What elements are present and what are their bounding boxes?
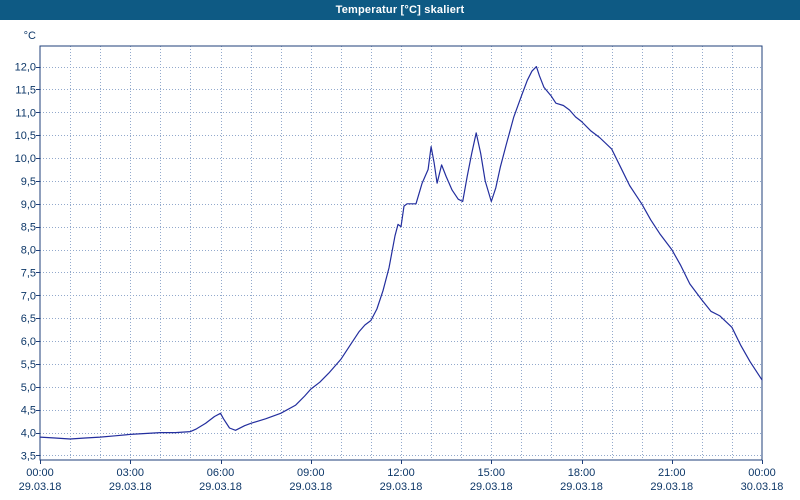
x-tick-date-label: 30.03.18 [741, 481, 784, 493]
x-tick-time-label: 15:00 [477, 467, 505, 479]
x-tick-date-label: 29.03.18 [470, 481, 513, 493]
y-tick-label: 11,5 [15, 84, 36, 96]
y-tick-label: 12,0 [15, 62, 36, 74]
temperature-line-chart: °C 3,5 4,0 4,5 5,0 5,5 6,0 6,5 7,0 7,5 8,0 8,5 9,0 9,… [15, 30, 784, 493]
y-tick-label: 7,0 [21, 290, 36, 302]
y-axis-unit-label: °C [24, 30, 36, 42]
y-tick-label: 7,5 [21, 267, 36, 279]
x-tick-date-label: 29.03.18 [289, 481, 332, 493]
x-tick-time-label: 21:00 [658, 467, 686, 479]
x-tick-time-label: 12:00 [387, 467, 415, 479]
chart-area: °C 3,5 4,0 4,5 5,0 5,5 6,0 6,5 7,0 7,5 8,0 8,5 9,0 9,… [0, 20, 800, 500]
y-tick-label: 4,5 [21, 405, 36, 417]
x-tick-date-label: 29.03.18 [109, 481, 152, 493]
x-tick-date-label: 29.03.18 [650, 481, 693, 493]
x-tick-date-label: 29.03.18 [380, 481, 423, 493]
title-bar: Temperatur [°C] skaliert [0, 0, 800, 20]
x-tick-time-label: 03:00 [116, 467, 144, 479]
series-line [39, 65, 763, 440]
y-tick-label: 8,0 [21, 245, 36, 257]
x-tick-time-label: 18:00 [568, 467, 596, 479]
y-tick-label: 4,0 [21, 428, 36, 440]
x-tick-date-label: 29.03.18 [560, 481, 603, 493]
y-tick-label: 6,5 [21, 313, 36, 325]
y-tick-label: 5,5 [21, 359, 36, 371]
y-tick-label: 9,0 [21, 199, 36, 211]
y-tick-label: 8,5 [21, 222, 36, 234]
y-tick-label: 9,5 [21, 176, 36, 188]
y-tick-label: 10,0 [15, 153, 36, 165]
x-tick-date-label: 29.03.18 [199, 481, 242, 493]
y-tick-label: 6,0 [21, 336, 36, 348]
y-tick-label: 10,5 [15, 130, 36, 142]
y-tick-label: 5,0 [21, 382, 36, 394]
x-tick-date-label: 29.03.18 [19, 481, 62, 493]
x-tick-time-label: 00:00 [26, 467, 54, 479]
x-tick-time-label: 09:00 [297, 467, 325, 479]
window-title: Temperatur [°C] skaliert [335, 4, 465, 16]
x-tick-time-label: 00:00 [748, 467, 776, 479]
y-tick-label: 11,0 [15, 107, 36, 119]
y-tick-label: 3,5 [21, 450, 36, 462]
x-tick-time-label: 06:00 [207, 467, 235, 479]
